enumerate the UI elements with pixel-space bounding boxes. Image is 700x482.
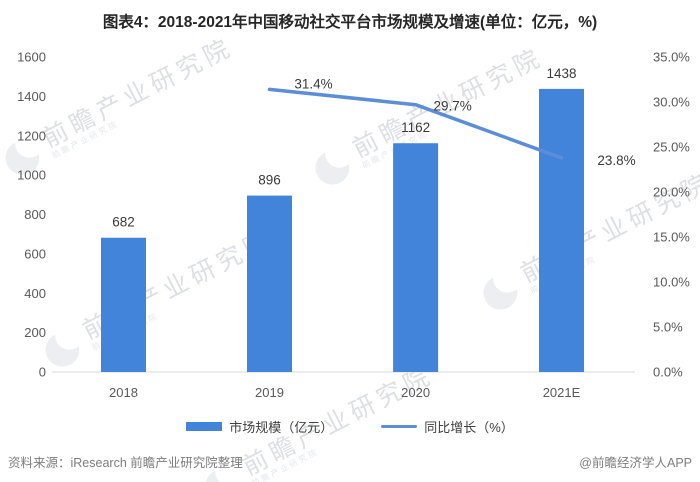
right-axis-tick: 5.0%: [653, 320, 683, 335]
footer: 资料来源：iResearch 前瞻产业研究院整理 @前瞻经济学人APP: [0, 452, 700, 471]
right-axis-tick: 30.0%: [653, 95, 690, 110]
bar-series-swatch-icon: [186, 422, 223, 431]
growth-point-label: 29.7%: [433, 99, 471, 114]
bar-value-label: 896: [258, 173, 281, 188]
bar-value-label: 1438: [546, 66, 576, 81]
left-axis-tick: 1400: [17, 89, 46, 104]
bar-2021E: [539, 88, 584, 373]
legend-item-market-size: 市场规模（亿元）: [186, 417, 333, 436]
x-axis-label: 2020: [401, 385, 430, 400]
growth-point-label: 31.4%: [294, 76, 332, 91]
left-axis-tick: 1000: [17, 168, 46, 183]
source-text: 资料来源：iResearch 前瞻产业研究院整理: [8, 456, 243, 470]
right-axis-tick: 20.0%: [653, 185, 690, 200]
left-axis-tick: 600: [24, 246, 46, 261]
growth-line: [267, 87, 564, 160]
x-axis-label: 2019: [255, 385, 284, 400]
bar-value-label: 1162: [401, 120, 430, 135]
x-axis-label: 2021E: [543, 385, 581, 400]
left-axis-tick: 0: [39, 365, 46, 380]
right-axis-tick: 0.0%: [653, 365, 683, 380]
right-axis-tick: 15.0%: [653, 230, 690, 245]
left-axis-tick: 800: [24, 207, 46, 222]
left-axis-tick: 400: [24, 286, 46, 301]
chart-title: 图表4：2018-2021年中国移动社交平台市场规模及增速(单位：亿元，%): [102, 14, 598, 31]
legend: 市场规模（亿元） 同比增长（%）: [0, 417, 700, 436]
x-axis-label: 2018: [109, 385, 138, 400]
legend-label-market-size: 市场规模（亿元）: [229, 420, 334, 435]
left-axis-tick: 200: [24, 325, 46, 340]
left-axis-tick: 1200: [17, 128, 46, 143]
right-axis-tick: 35.0%: [653, 50, 690, 65]
right-axis-tick: 25.0%: [653, 140, 690, 155]
line-series-swatch-icon: [381, 424, 418, 429]
right-axis-tick: 10.0%: [653, 275, 690, 290]
legend-label-growth: 同比增长（%）: [424, 420, 514, 435]
bar-value-label: 682: [112, 215, 135, 230]
legend-item-growth: 同比增长（%）: [381, 417, 514, 436]
bar-2018: [101, 237, 146, 372]
bar-2019: [247, 195, 292, 372]
bar-2020: [393, 143, 439, 372]
left-axis-tick: 1600: [17, 50, 46, 65]
attribution-text: @前瞻经济学人APP: [579, 456, 692, 470]
growth-point-label: 23.8%: [597, 153, 635, 168]
